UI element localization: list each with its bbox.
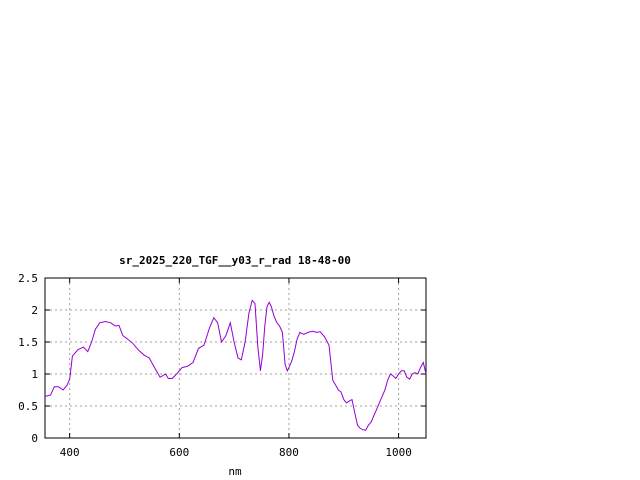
grid-layer [45, 278, 426, 438]
x-tick-label: 600 [169, 446, 189, 459]
x-tick-label: 800 [279, 446, 299, 459]
chart-title: sr_2025_220_TGF__y03_r_rad 18-48-00 [119, 254, 351, 267]
x-axis-label: nm [228, 465, 242, 478]
series-line [44, 299, 427, 431]
y-tick-label: 0 [31, 432, 38, 445]
y-tick-label: 2 [31, 304, 38, 317]
y-tick-label: 2.5 [18, 272, 38, 285]
tick-layer: 0 0.5 1 1.5 2 2.5 400 600 800 1000 [18, 272, 426, 459]
x-tick-label: 1000 [385, 446, 412, 459]
plot-frame [44, 277, 427, 439]
y-tick-label: 0.5 [18, 400, 38, 413]
y-tick-label: 1.5 [18, 336, 38, 349]
y-tick-label: 1 [31, 368, 38, 381]
x-tick-label: 400 [60, 446, 80, 459]
